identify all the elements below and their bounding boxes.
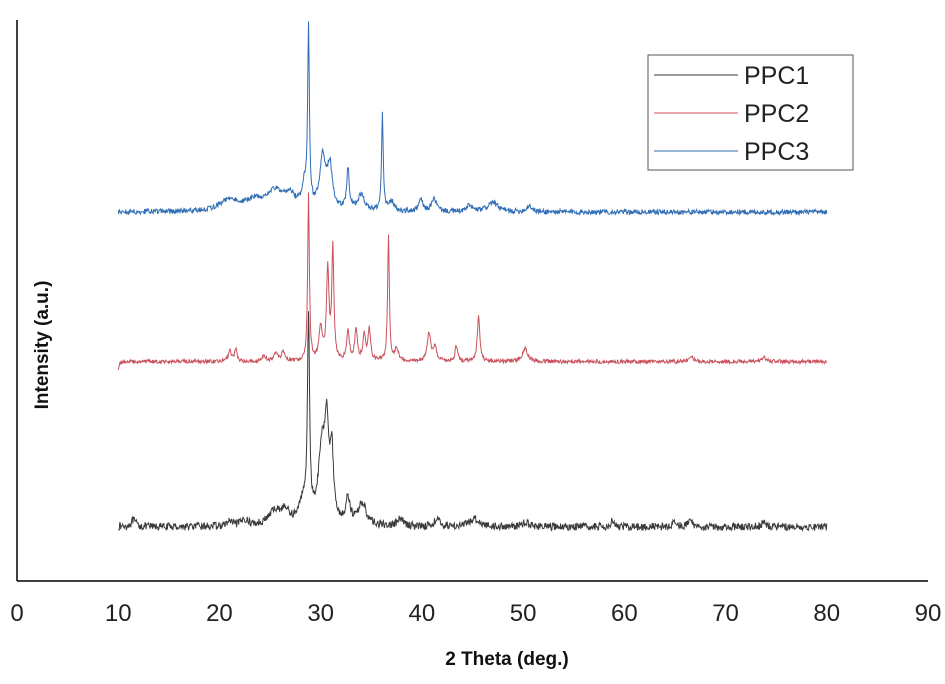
legend-label-ppc2: PPC2	[744, 100, 809, 128]
x-tick-label: 50	[510, 600, 537, 627]
x-tick-label: 30	[307, 600, 334, 627]
series-layer	[117, 21, 828, 533]
series-line-ppc3	[117, 21, 828, 217]
series-line-ppc2	[117, 192, 827, 371]
legend: PPC1 PPC2 PPC3	[647, 54, 854, 171]
axes	[16, 20, 928, 582]
x-tick-labels: 0 10 20 30 40 50 60 70 80 90	[10, 600, 941, 627]
x-tick-label: 10	[105, 600, 132, 627]
x-tick-label: 0	[10, 600, 23, 627]
x-axis-label: 2 Theta (deg.)	[445, 649, 569, 670]
x-tick-label: 90	[915, 600, 942, 627]
x-tick-label: 20	[206, 600, 233, 627]
x-tick-label: 60	[611, 600, 638, 627]
x-tick-label: 40	[409, 600, 436, 627]
legend-label-ppc1: PPC1	[744, 62, 809, 90]
x-tick-label: 80	[813, 600, 840, 627]
series-line-ppc1	[117, 311, 828, 533]
y-axis-label: Intensity (a.u.)	[32, 281, 53, 410]
x-tick-label: 70	[712, 600, 739, 627]
legend-label-ppc3: PPC3	[744, 138, 809, 166]
